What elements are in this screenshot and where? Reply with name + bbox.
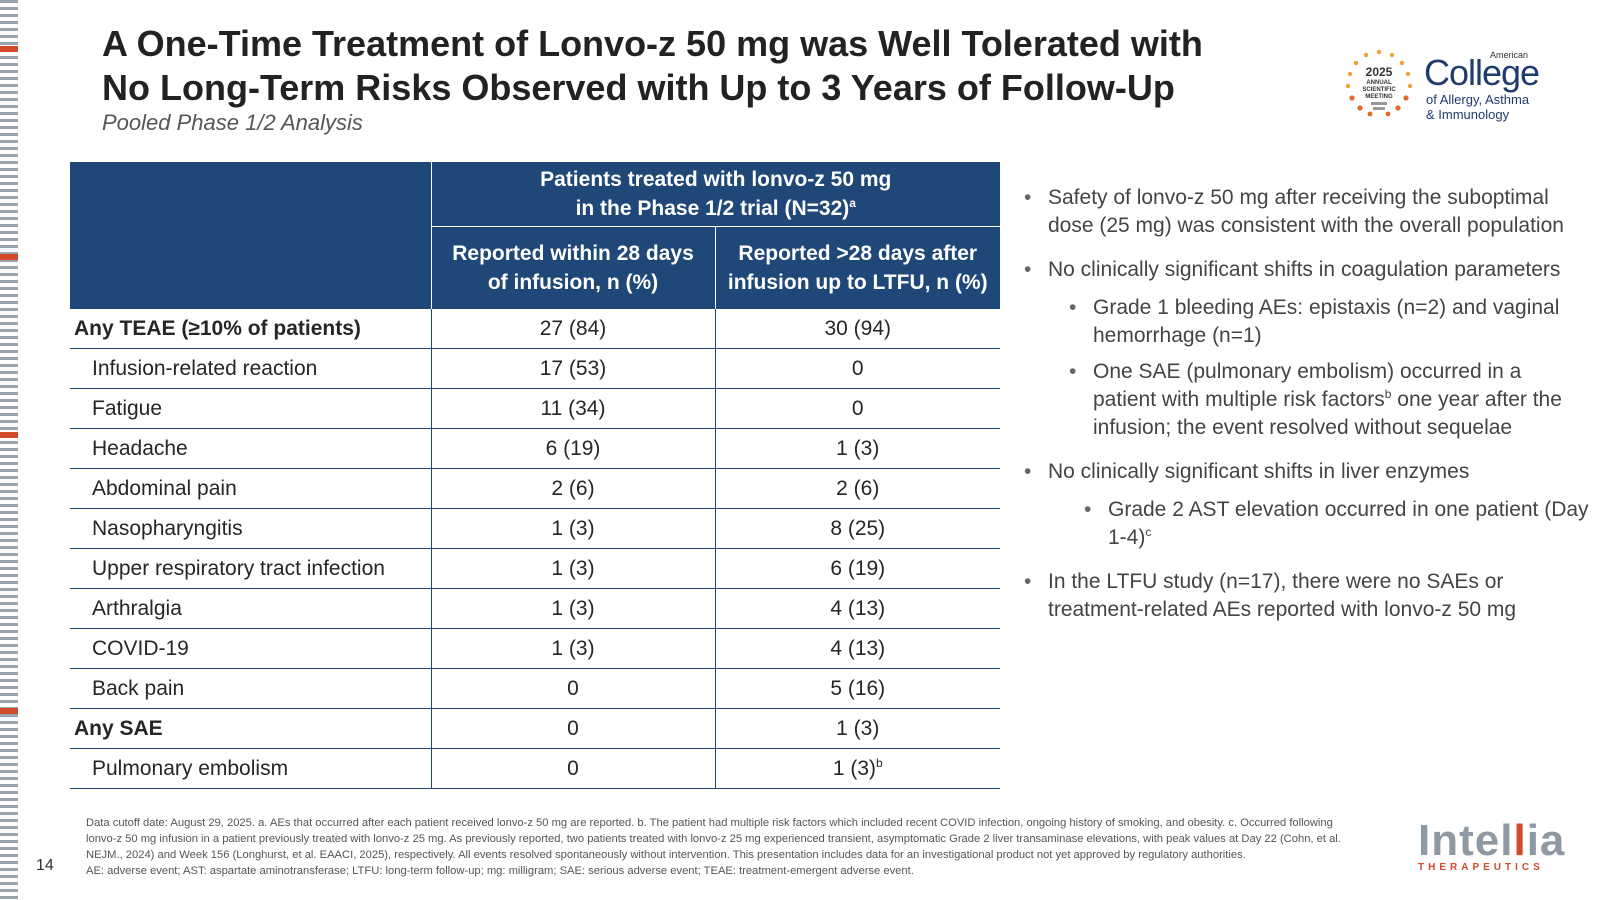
row-label: Fatigue — [70, 388, 431, 429]
logo-college: College — [1424, 52, 1540, 93]
cell-after: 4 (13) — [714, 628, 1000, 669]
row-label: Headache — [70, 428, 431, 469]
title-line-1: A One-Time Treatment of Lonvo-z 50 mg wa… — [102, 23, 1203, 64]
edge-accent-mark — [0, 708, 18, 714]
slide-subtitle: Pooled Phase 1/2 Analysis — [102, 110, 363, 135]
table-header-within-28-days: Reported within 28 days of infusion, n (%… — [430, 226, 715, 309]
table-header-group: Patients treated with lonvo-z 50 mg in t… — [430, 162, 1000, 227]
cell-within: 11 (34) — [430, 388, 715, 429]
cell-after: 0 — [714, 388, 1000, 429]
cell-within: 0 — [430, 668, 715, 709]
footnote: Data cutoff date: August 29, 2025. a. AE… — [86, 815, 1356, 879]
table-row: Any TEAE (≥10% of patients) 27 (84) 30 (… — [70, 309, 1000, 349]
left-edge-decoration — [0, 0, 18, 900]
logo-year: 2025 — [1365, 65, 1393, 79]
page-number: 14 — [36, 857, 54, 874]
sub-bullet-item: Grade 2 AST elevation occurred in one pa… — [1084, 496, 1590, 552]
cell-within: 1 (3) — [430, 628, 715, 669]
cell-after: 5 (16) — [714, 668, 1000, 709]
cell-after: 6 (19) — [714, 548, 1000, 589]
sub-bullet-item: One SAE (pulmonary embolism) occurred in… — [1069, 358, 1590, 442]
row-label: Infusion-related reaction — [70, 348, 431, 389]
logo-meeting-text: ANNUAL SCIENTIFIC MEETING — [1362, 80, 1396, 100]
table-row: Back pain 0 5 (16) — [70, 668, 1000, 709]
acaai-logo: 2025 ANNUAL SCIENTIFIC MEETING American … — [1340, 46, 1550, 126]
intellia-tagline: THERAPEUTICS — [1418, 862, 1544, 873]
cell-after: 4 (13) — [714, 588, 1000, 629]
row-label: Back pain — [70, 668, 431, 709]
cell-after: 30 (94) — [714, 309, 1000, 349]
row-label: Any TEAE (≥10% of patients) — [70, 309, 431, 349]
table-row: Upper respiratory tract infection 1 (3) … — [70, 548, 1000, 589]
sub-bullet-item: Grade 1 bleeding AEs: epistaxis (n=2) an… — [1069, 294, 1590, 350]
key-findings-list: Safety of lonvo-z 50 mg after receiving … — [1024, 184, 1590, 634]
logo-american: American — [1490, 50, 1529, 60]
cell-within: 1 (3) — [430, 548, 715, 589]
row-label: COVID-19 — [70, 628, 431, 669]
sunburst-icon — [1345, 49, 1413, 117]
row-label: Abdominal pain — [70, 468, 431, 509]
table-row: COVID-19 1 (3) 4 (13) — [70, 628, 1000, 669]
bullet-item: No clinically significant shifts in live… — [1024, 458, 1590, 486]
row-label: Arthralgia — [70, 588, 431, 629]
cell-after: 1 (3) — [714, 428, 1000, 469]
table-row: Fatigue 11 (34) 0 — [70, 388, 1000, 429]
cell-within: 0 — [430, 708, 715, 749]
cell-within: 2 (6) — [430, 468, 715, 509]
cell-within: 1 (3) — [430, 588, 715, 629]
adverse-events-table: Patients treated with lonvo-z 50 mg in t… — [70, 162, 1000, 789]
row-label: Nasopharyngitis — [70, 508, 431, 549]
cell-within: 1 (3) — [430, 508, 715, 549]
cell-within: 17 (53) — [430, 348, 715, 389]
row-label: Upper respiratory tract infection — [70, 548, 431, 589]
table-row: Any SAE 0 1 (3) — [70, 708, 1000, 749]
table-row: Pulmonary embolism 0 1 (3)b — [70, 748, 1000, 789]
cell-within: 0 — [430, 748, 715, 789]
bullet-item: In the LTFU study (n=17), there were no … — [1024, 568, 1590, 624]
intellia-wordmark: Intellia — [1418, 816, 1566, 865]
edge-accent-mark — [0, 46, 18, 52]
table-header-blank — [70, 162, 431, 309]
title-line-2: No Long-Term Risks Observed with Up to 3… — [102, 67, 1175, 108]
table-row: Arthralgia 1 (3) 4 (13) — [70, 588, 1000, 629]
row-label: Pulmonary embolism — [70, 748, 431, 789]
table-row: Abdominal pain 2 (6) 2 (6) — [70, 468, 1000, 509]
table-header-after-28-days: Reported >28 days after infusion up to LT… — [714, 226, 1000, 309]
bullet-item: Safety of lonvo-z 50 mg after receiving … — [1024, 184, 1590, 240]
table-row: Nasopharyngitis 1 (3) 8 (25) — [70, 508, 1000, 549]
slide-title: A One-Time Treatment of Lonvo-z 50 mg wa… — [102, 22, 1203, 110]
logo-subtext: of Allergy, Asthma & Immunology — [1426, 92, 1530, 122]
edge-accent-mark — [0, 254, 18, 260]
cell-after: 1 (3)b — [714, 748, 1000, 789]
cell-after: 0 — [714, 348, 1000, 389]
edge-accent-mark — [0, 432, 18, 438]
row-label: Any SAE — [70, 708, 431, 749]
bullet-item: No clinically significant shifts in coag… — [1024, 256, 1590, 284]
intellia-logo: Intellia THERAPEUTICS — [1418, 818, 1578, 878]
cell-after: 1 (3) — [714, 708, 1000, 749]
footnote-abbreviations: AE: adverse event; AST: aspartate aminot… — [86, 865, 914, 877]
cell-after: 8 (25) — [714, 508, 1000, 549]
footnote-text: Data cutoff date: August 29, 2025. a. AE… — [86, 817, 1341, 861]
cell-within: 27 (84) — [430, 309, 715, 349]
cell-within: 6 (19) — [430, 428, 715, 469]
table-row: Infusion-related reaction 17 (53) 0 — [70, 348, 1000, 389]
cell-after: 2 (6) — [714, 468, 1000, 509]
table-row: Headache 6 (19) 1 (3) — [70, 428, 1000, 469]
